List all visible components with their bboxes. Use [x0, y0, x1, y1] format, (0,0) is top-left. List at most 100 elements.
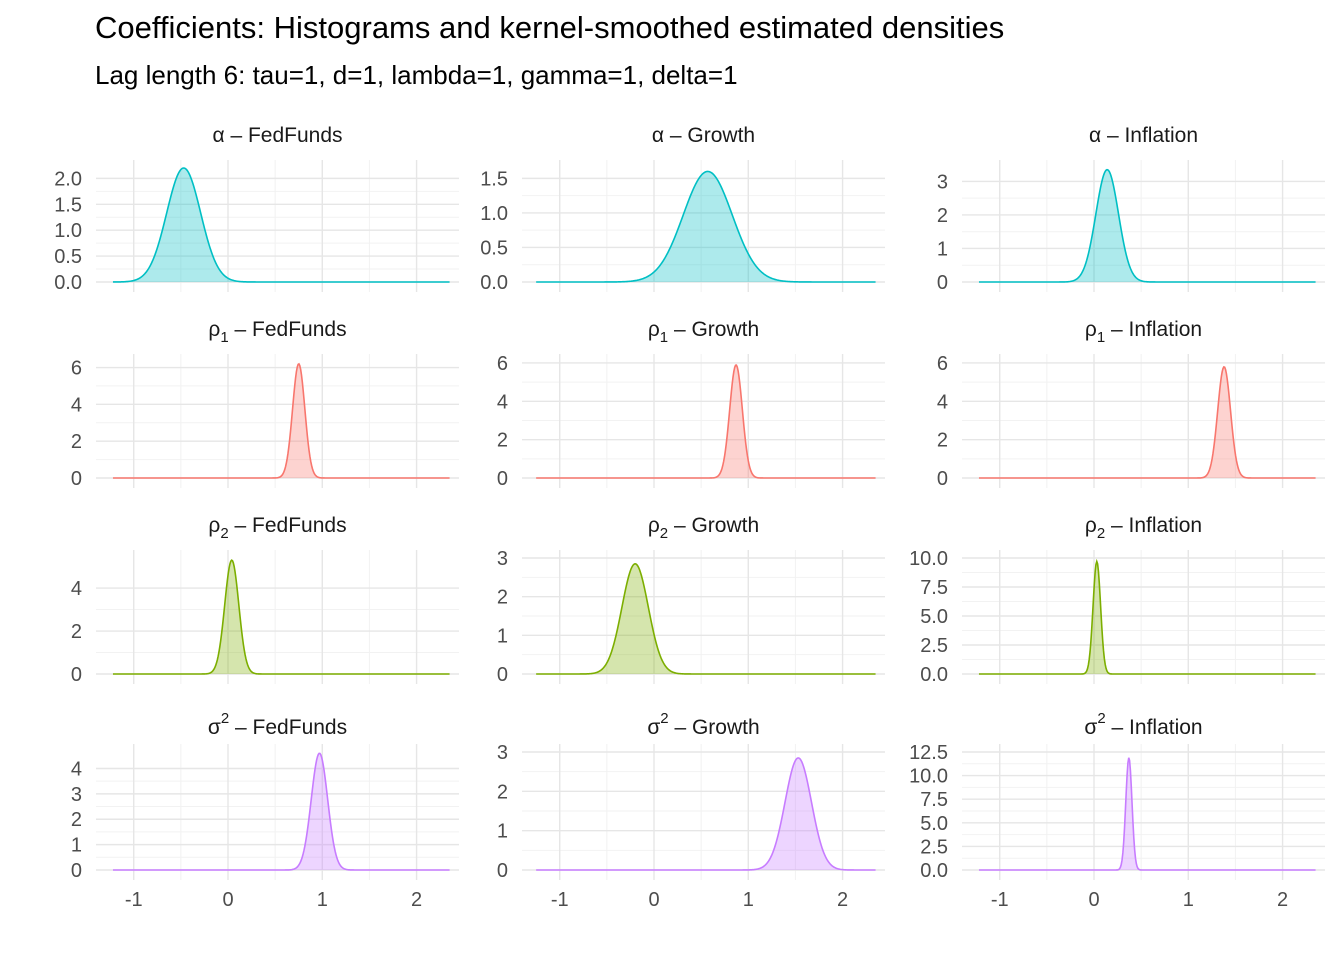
y-tick-label: 1 — [937, 238, 948, 260]
density-curve — [112, 167, 450, 283]
y-tick-label: 7.5 — [920, 789, 948, 811]
y-tick-label: 2 — [71, 431, 82, 453]
density-curve — [978, 558, 1316, 675]
facet-panel-sigma2-inflation: 0.02.55.07.510.012.5 -1 0 1 2 σ2 – Inflation — [909, 710, 1325, 911]
density-curve — [978, 365, 1316, 479]
facet-panel-rho2-inflation: 0.0 2.5 5.0 7.5 10.0 ρ2 – Inflation — [909, 514, 1325, 686]
facet-strip-label: ρ1 – FedFunds — [208, 318, 346, 346]
y-tick-label: 7.5 — [920, 577, 948, 599]
y-tick-label: 5.0 — [920, 606, 948, 628]
facet-panel-rho1-fedfunds: 0 2 4 6 ρ1 – FedFunds — [71, 318, 459, 490]
facet-strip-label: σ2 – Inflation — [1084, 710, 1202, 739]
density-curve — [978, 757, 1316, 871]
y-tick-label: 2 — [937, 205, 948, 227]
x-tick-label: 2 — [837, 889, 848, 911]
y-tick-label: 2 — [497, 781, 508, 803]
y-tick-label: 0.0 — [920, 860, 948, 882]
y-tick-label: 0.0 — [54, 272, 82, 294]
facet-panel-alpha-growth: 0.0 0.5 1.0 1.5 α – Growth — [480, 124, 885, 294]
y-tick-label: 10.0 — [909, 548, 948, 570]
histogram-area — [536, 563, 876, 674]
y-tick-label: 4 — [497, 391, 508, 413]
density-curve — [978, 168, 1316, 283]
y-tick-label: 2 — [937, 430, 948, 452]
y-tick-label: 2.5 — [920, 836, 948, 858]
y-tick-label: 0 — [497, 860, 508, 882]
x-tick-label: -1 — [991, 889, 1009, 911]
density-curve — [536, 170, 876, 283]
x-tick-label: 0 — [648, 889, 659, 911]
y-tick-label: 2 — [497, 587, 508, 609]
y-tick-label: 5.0 — [920, 813, 948, 835]
density-curve — [536, 364, 876, 479]
facet-panel-sigma2-fedfunds: 0 1 2 3 4 -1 0 1 2 σ2 – FedFunds — [71, 710, 459, 911]
y-tick-label: 0 — [71, 860, 82, 882]
y-tick-label: 0 — [937, 272, 948, 294]
y-tick-label: 2 — [71, 809, 82, 831]
density-curve — [536, 757, 876, 871]
y-tick-label: 4 — [71, 394, 82, 416]
facet-strip-label: ρ2 – Growth — [648, 514, 759, 542]
histogram-area — [112, 560, 450, 674]
chart-subtitle: Lag length 6: tau=1, d=1, lambda=1, gamm… — [95, 60, 738, 90]
x-tick-label: 1 — [1183, 889, 1194, 911]
y-tick-label: 3 — [937, 171, 948, 193]
y-tick-label: 1.0 — [480, 203, 508, 225]
facet-strip-label: σ2 – FedFunds — [208, 710, 347, 739]
y-tick-label: 6 — [497, 353, 508, 375]
y-tick-label: 1.5 — [54, 194, 82, 216]
histogram-area — [112, 753, 450, 870]
facet-panel-rho2-fedfunds: 0 2 4 ρ2 – FedFunds — [71, 514, 459, 686]
facet-panel-rho1-growth: 0 2 4 6 ρ1 – Growth — [497, 318, 885, 490]
facet-panel-rho1-inflation: 0 2 4 6 ρ1 – Inflation — [937, 318, 1325, 490]
histogram-area — [978, 561, 1316, 674]
histogram-area — [112, 168, 450, 282]
y-tick-label: 1.5 — [480, 168, 508, 190]
x-tick-label: 1 — [743, 889, 754, 911]
histogram-area — [978, 757, 1316, 870]
x-tick-label: 1 — [317, 889, 328, 911]
x-tick-label: -1 — [125, 889, 143, 911]
y-tick-label: 0 — [497, 468, 508, 490]
density-curve — [112, 752, 450, 871]
histogram-area — [112, 363, 450, 478]
facet-strip-label: σ2 – Growth — [647, 710, 759, 739]
y-tick-label: 0 — [497, 664, 508, 686]
x-tick-label: -1 — [551, 889, 569, 911]
y-tick-label: 2 — [71, 621, 82, 643]
y-tick-label: 0 — [71, 664, 82, 686]
y-tick-label: 12.5 — [909, 742, 948, 764]
y-tick-label: 0 — [937, 468, 948, 490]
y-tick-label: 3 — [497, 742, 508, 764]
y-tick-label: 2 — [497, 430, 508, 452]
facet-panel-sigma2-growth: 0 1 2 3 -1 0 1 2 σ2 – Growth — [497, 710, 885, 911]
facet-panel-rho2-growth: 0 1 2 3 ρ2 – Growth — [497, 514, 885, 686]
facet-strip-label: α – FedFunds — [212, 124, 342, 147]
y-tick-label: 0 — [71, 468, 82, 490]
facet-strip-label: α – Growth — [652, 124, 755, 147]
facet-panel-alpha-inflation: 0 1 2 3 α – Inflation — [937, 124, 1325, 294]
y-tick-label: 3 — [71, 784, 82, 806]
facet-strip-label: ρ1 – Inflation — [1085, 318, 1202, 346]
y-tick-label: 2.0 — [54, 168, 82, 190]
y-tick-label: 0.0 — [480, 272, 508, 294]
histogram-area — [978, 366, 1316, 478]
y-tick-label: 10.0 — [909, 766, 948, 788]
y-tick-label: 6 — [71, 358, 82, 380]
facet-strip-label: α – Inflation — [1089, 124, 1198, 147]
x-tick-label: 2 — [1277, 889, 1288, 911]
facet-strip-label: ρ1 – Growth — [648, 318, 759, 346]
y-tick-label: 1 — [497, 821, 508, 843]
facet-strip-label: ρ2 – FedFunds — [208, 514, 346, 542]
x-tick-label: 0 — [1088, 889, 1099, 911]
histogram-area — [536, 171, 876, 282]
density-curve — [112, 362, 450, 479]
y-tick-label: 0.5 — [480, 237, 508, 259]
density-curve — [536, 563, 876, 675]
y-tick-label: 3 — [497, 548, 508, 570]
chart-title: Coefficients: Histograms and kernel-smoo… — [95, 10, 1005, 45]
y-tick-label: 4 — [71, 758, 82, 780]
histogram-area — [536, 757, 876, 870]
y-tick-label: 0.5 — [54, 246, 82, 268]
